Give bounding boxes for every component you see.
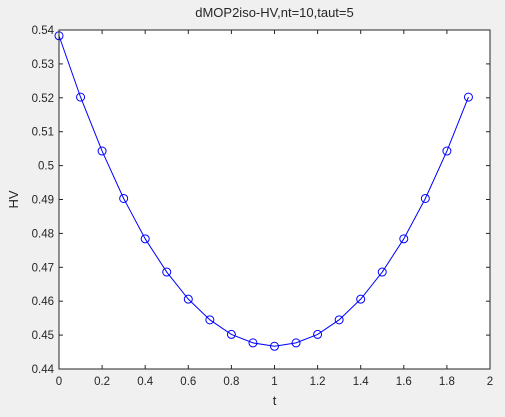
axes-box — [58, 29, 491, 370]
axis-ticks: 0 0.2 0.4 0.6 0.8 1 1.2 1.4 1.6 1.8 2 0.44 0.45 0.46 0… — [32, 25, 494, 388]
y-tick-label: 0.5 — [38, 161, 54, 173]
y-tick-label: 0.44 — [32, 364, 55, 376]
y-tick-label: 0.54 — [32, 25, 55, 37]
chart-title: dMOP2iso-HV,nt=10,taut=5 — [195, 5, 354, 20]
x-tick-label: 0.8 — [223, 376, 239, 388]
y-tick-label: 0.46 — [32, 296, 54, 308]
data-point — [183, 294, 193, 304]
data-point — [226, 329, 236, 339]
x-tick-label: 0.6 — [180, 376, 196, 388]
data-point — [291, 338, 301, 348]
data-point — [399, 234, 409, 244]
y-tick-label: 0.51 — [32, 127, 54, 139]
data-point — [313, 329, 323, 339]
y-axis-label: HV — [6, 190, 21, 208]
x-tick-label: 1 — [271, 376, 277, 388]
data-point — [162, 267, 172, 277]
data-point — [270, 341, 279, 351]
x-tick-label: 0.4 — [137, 376, 154, 388]
data-point — [377, 267, 387, 277]
plot-area — [59, 30, 490, 369]
data-point — [463, 92, 473, 102]
data-point — [420, 193, 430, 203]
x-tick-label: 0 — [56, 376, 62, 388]
data-point — [119, 193, 129, 203]
y-tick-label: 0.45 — [32, 330, 54, 342]
x-tick-label: 2 — [487, 376, 493, 388]
data-point — [205, 315, 215, 325]
x-tick-label: 1.6 — [396, 376, 412, 388]
x-axis-label: t — [273, 393, 277, 408]
x-tick-label: 0.2 — [94, 376, 110, 388]
x-tick-label: 1.8 — [439, 376, 455, 388]
data-point — [442, 146, 452, 156]
y-tick-label: 0.53 — [32, 59, 54, 71]
y-tick-label: 0.48 — [32, 228, 54, 240]
x-tick-label: 1.4 — [353, 376, 370, 388]
data-point — [97, 146, 107, 156]
data-point — [76, 92, 86, 102]
y-tick-label: 0.49 — [32, 195, 54, 207]
x-tick-label: 1.2 — [310, 376, 326, 388]
series-layer — [54, 31, 473, 351]
series-line — [58, 35, 469, 347]
data-point — [356, 294, 366, 304]
data-point — [334, 315, 344, 325]
y-tick-label: 0.47 — [32, 262, 54, 274]
data-point — [248, 338, 258, 348]
y-tick-label: 0.52 — [32, 93, 54, 105]
data-point — [140, 234, 150, 244]
